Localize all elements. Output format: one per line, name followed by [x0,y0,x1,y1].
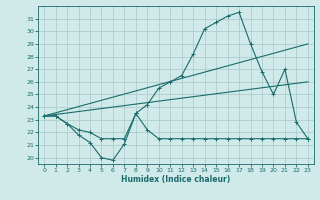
X-axis label: Humidex (Indice chaleur): Humidex (Indice chaleur) [121,175,231,184]
